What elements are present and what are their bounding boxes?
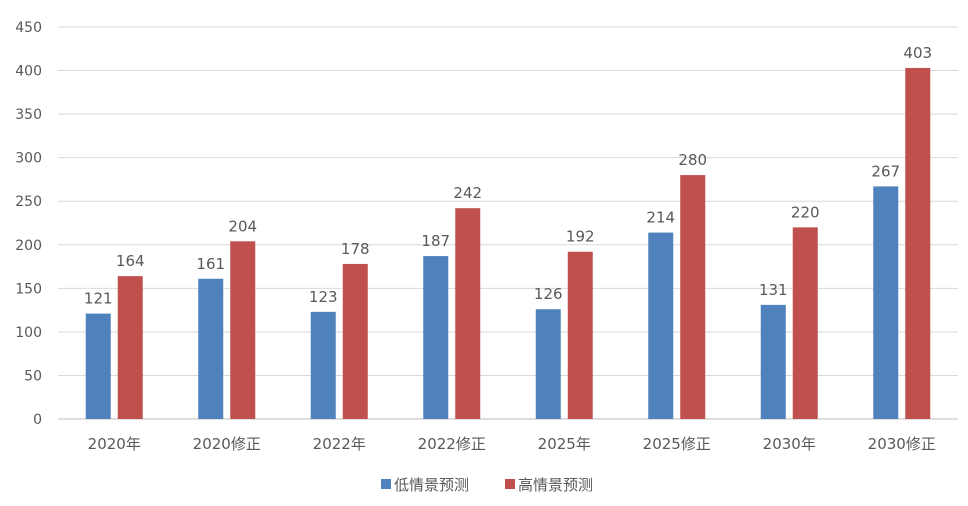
bar-low bbox=[648, 232, 674, 419]
bar-low bbox=[85, 313, 111, 419]
bar-high bbox=[567, 251, 593, 419]
data-label: 164 bbox=[116, 252, 145, 270]
data-label: 178 bbox=[341, 240, 370, 258]
gridlines bbox=[58, 26, 958, 420]
x-tick-label: 2030修正 bbox=[868, 435, 936, 453]
legend: 低情景预测 高情景预测 bbox=[381, 476, 593, 494]
x-tick-label: 2022修正 bbox=[418, 435, 486, 453]
bar-low bbox=[535, 309, 561, 419]
legend-label: 高情景预测 bbox=[518, 476, 593, 494]
y-tick-label: 100 bbox=[15, 325, 42, 341]
bar-low bbox=[423, 256, 449, 419]
data-label: 187 bbox=[421, 232, 450, 250]
data-label: 123 bbox=[309, 288, 338, 306]
bar-high bbox=[455, 208, 481, 419]
y-tick-label: 50 bbox=[24, 368, 42, 384]
data-label: 192 bbox=[566, 228, 595, 246]
data-label: 280 bbox=[678, 151, 707, 169]
data-label: 267 bbox=[871, 162, 900, 180]
bar-low bbox=[760, 304, 786, 419]
data-label: 214 bbox=[646, 209, 675, 227]
legend-swatch bbox=[505, 479, 515, 489]
bar-low bbox=[873, 186, 899, 419]
y-tick-label: 300 bbox=[15, 151, 42, 167]
y-axis-ticks: 0 50 100 150 200 250 300 350 400 450 bbox=[15, 20, 42, 428]
bar-high bbox=[680, 175, 706, 419]
y-tick-label: 150 bbox=[15, 281, 42, 297]
bar-high bbox=[117, 276, 143, 419]
y-tick-label: 200 bbox=[15, 238, 42, 254]
x-tick-label: 2025修正 bbox=[643, 435, 711, 453]
bar-high bbox=[230, 241, 256, 419]
y-tick-label: 250 bbox=[15, 194, 42, 210]
x-tick-label: 2022年 bbox=[313, 435, 366, 453]
data-label: 242 bbox=[453, 184, 482, 202]
bar-high bbox=[342, 263, 368, 419]
bar-high bbox=[792, 227, 818, 419]
data-label: 161 bbox=[196, 255, 225, 273]
data-label: 131 bbox=[759, 281, 788, 299]
data-label: 220 bbox=[791, 203, 820, 221]
data-labels: 121 164 161 204 123 178 187 242 126 192 214 280 131 2… bbox=[84, 44, 932, 308]
data-label: 204 bbox=[228, 217, 257, 235]
x-tick-label: 2020修正 bbox=[193, 435, 261, 453]
data-label: 121 bbox=[84, 290, 113, 308]
bars bbox=[85, 67, 931, 419]
y-tick-label: 450 bbox=[15, 20, 42, 36]
x-axis-ticks: 2020年 2020修正 2022年 2022修正 2025年 2025修正 2030年 20… bbox=[88, 435, 936, 453]
legend-swatch bbox=[381, 479, 391, 489]
data-label: 403 bbox=[903, 44, 932, 62]
y-tick-label: 400 bbox=[15, 64, 42, 80]
y-tick-label: 350 bbox=[15, 107, 42, 123]
bar-high bbox=[905, 67, 931, 419]
legend-label: 低情景预测 bbox=[394, 476, 469, 494]
x-tick-label: 2025年 bbox=[538, 435, 591, 453]
y-tick-label: 0 bbox=[33, 412, 42, 428]
x-tick-label: 2030年 bbox=[763, 435, 816, 453]
x-tick-label: 2020年 bbox=[88, 435, 141, 453]
bar-low bbox=[198, 278, 224, 419]
data-label: 126 bbox=[534, 285, 563, 303]
bar-low bbox=[310, 311, 336, 419]
